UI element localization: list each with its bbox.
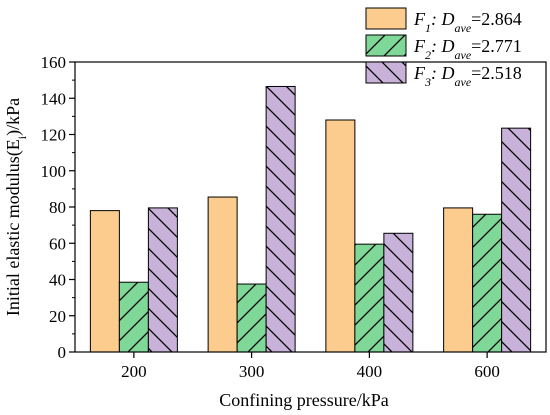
bar-3-600 xyxy=(501,127,532,353)
y-tick-label: 80 xyxy=(49,198,66,217)
legend-label-3: F3: Dave=2.518 xyxy=(413,63,522,89)
x-axis-ticks: 200 300 400 600 xyxy=(121,352,500,381)
y-axis-title-main: Initial elastic modulus(E xyxy=(3,139,24,316)
y-tick-label: 60 xyxy=(49,234,66,253)
bar-3-200 xyxy=(147,207,178,353)
legend-swatch-2 xyxy=(365,34,407,57)
x-tick-label-200: 200 xyxy=(121,362,147,381)
y-tick-label: 0 xyxy=(58,343,67,362)
y-tick-label: 100 xyxy=(41,162,67,181)
bar-2-400 xyxy=(354,243,385,353)
bar-2-600 xyxy=(472,213,503,353)
bar-1-200 xyxy=(89,210,120,353)
y-axis-ticks: 0 20 40 60 80 100 120 140 160 xyxy=(41,53,75,362)
bar-1-300 xyxy=(207,196,238,353)
plot-area xyxy=(74,61,547,353)
bar-1-600 xyxy=(443,207,474,353)
bar-1-400 xyxy=(325,119,356,353)
bar-3-300 xyxy=(265,85,296,353)
legend-swatch-3 xyxy=(365,61,407,84)
legend-label-1: F1: Dave=2.864 xyxy=(413,9,522,35)
y-tick-label: 40 xyxy=(49,271,66,290)
x-tick-label-300: 300 xyxy=(239,362,265,381)
x-tick-label-600: 600 xyxy=(474,362,500,381)
bar-2-300 xyxy=(236,283,267,353)
legend-swatch-1 xyxy=(365,7,407,30)
y-axis-title-suffix: )/kPa xyxy=(3,98,24,136)
bar-3-400 xyxy=(383,232,414,353)
y-tick-label: 140 xyxy=(41,89,67,108)
y-tick-label: 120 xyxy=(41,126,67,145)
legend-label-2: F2: Dave=2.771 xyxy=(413,36,522,62)
x-axis-title: Confining pressure/kPa xyxy=(219,390,388,410)
bar-2-200 xyxy=(118,281,149,353)
y-tick-label: 160 xyxy=(41,53,67,72)
y-axis-title: Initial elastic modulus(Ei)/kPa xyxy=(3,98,29,316)
y-tick-label: 20 xyxy=(49,307,66,326)
y-axis-title-sub: i xyxy=(15,135,29,139)
x-tick-label-400: 400 xyxy=(357,362,383,381)
